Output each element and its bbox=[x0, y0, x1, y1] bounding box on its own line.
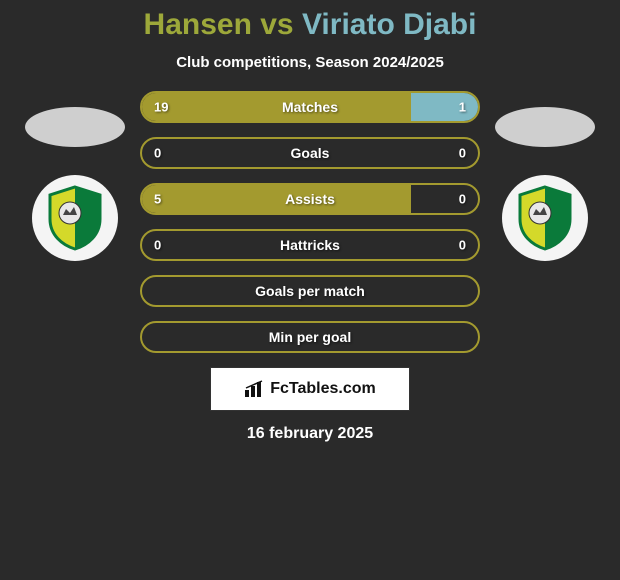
bar-value-right: 0 bbox=[459, 146, 466, 161]
main-row: 19 1 Matches 0 0 Goals 5 0 Assists 0 0 Hattricks Goa… bbox=[0, 91, 620, 353]
infographic-container: Hansen vs Viriato Djabi Club competition… bbox=[0, 0, 620, 443]
left-column bbox=[20, 91, 130, 261]
stat-bar: 5 0 Assists bbox=[140, 183, 480, 215]
subtitle: Club competitions, Season 2024/2025 bbox=[0, 54, 620, 71]
right-column bbox=[490, 91, 600, 261]
player2-placeholder bbox=[495, 107, 595, 147]
branding-label: FcTables.com bbox=[270, 380, 376, 398]
bar-value-left: 5 bbox=[154, 192, 161, 207]
shield-icon bbox=[46, 185, 104, 251]
bar-value-left: 0 bbox=[154, 146, 161, 161]
bar-value-right: 1 bbox=[459, 100, 466, 115]
bar-label: Assists bbox=[285, 191, 335, 207]
stat-bar: 0 0 Goals bbox=[140, 137, 480, 169]
bar-value-right: 0 bbox=[459, 192, 466, 207]
player1-placeholder bbox=[25, 107, 125, 147]
bar-label: Goals bbox=[291, 145, 330, 161]
bar-label: Goals per match bbox=[255, 283, 365, 299]
bar-value-left: 19 bbox=[154, 100, 168, 115]
date-label: 16 february 2025 bbox=[0, 425, 620, 443]
bar-segment-left bbox=[142, 185, 411, 213]
player2-club-logo bbox=[502, 175, 588, 261]
player1-club-logo bbox=[32, 175, 118, 261]
stat-bar: 19 1 Matches bbox=[140, 91, 480, 123]
branding-box: FcTables.com bbox=[210, 367, 410, 411]
bar-value-left: 0 bbox=[154, 238, 161, 253]
page-title: Hansen vs Viriato Djabi bbox=[0, 8, 620, 42]
title-vs: vs bbox=[260, 8, 293, 41]
title-player1: Hansen bbox=[144, 8, 252, 41]
bar-value-right: 0 bbox=[459, 238, 466, 253]
stat-bar: Goals per match bbox=[140, 275, 480, 307]
title-player2: Viriato Djabi bbox=[302, 8, 477, 41]
bar-label: Matches bbox=[282, 99, 338, 115]
bars-column: 19 1 Matches 0 0 Goals 5 0 Assists 0 0 Hattricks Goa… bbox=[140, 91, 480, 353]
bar-segment-right bbox=[411, 93, 478, 121]
bars-icon bbox=[244, 380, 266, 398]
stat-bar: 0 0 Hattricks bbox=[140, 229, 480, 261]
shield-icon bbox=[516, 185, 574, 251]
stat-bar: Min per goal bbox=[140, 321, 480, 353]
bar-label: Hattricks bbox=[280, 237, 340, 253]
bar-segment-left bbox=[142, 93, 411, 121]
bar-label: Min per goal bbox=[269, 329, 351, 345]
